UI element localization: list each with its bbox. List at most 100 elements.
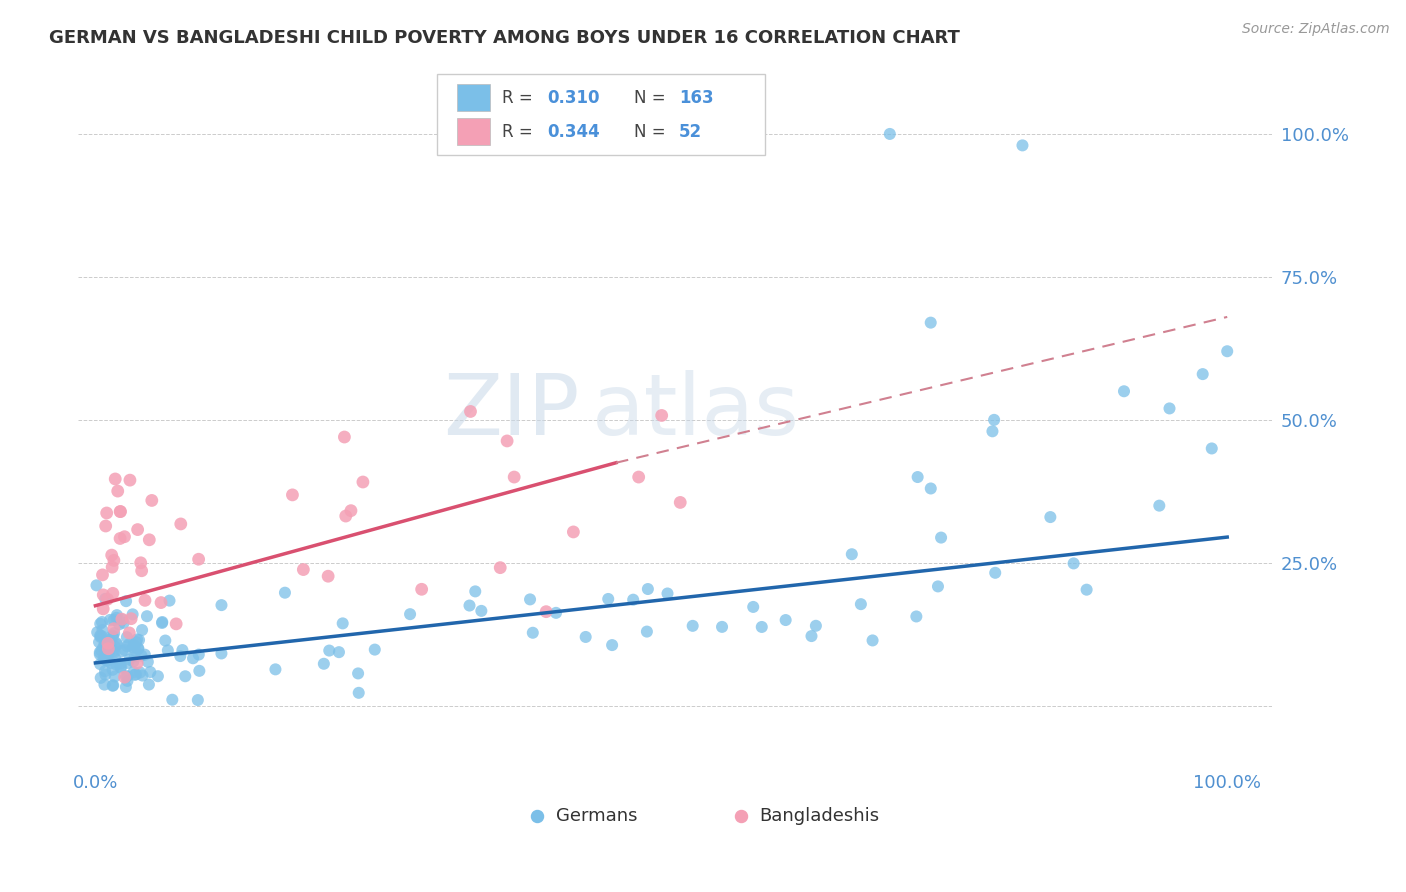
Point xyxy=(98,632,121,647)
Point xyxy=(105,611,128,625)
Point xyxy=(86,578,108,592)
Point xyxy=(169,649,191,664)
Point xyxy=(146,669,169,683)
FancyBboxPatch shape xyxy=(437,74,765,154)
Point xyxy=(105,608,128,623)
Point xyxy=(96,645,118,659)
Point xyxy=(187,552,209,566)
Point xyxy=(105,638,128,652)
Point xyxy=(1011,138,1033,153)
Point xyxy=(89,629,111,643)
Point xyxy=(335,509,357,524)
Point xyxy=(1201,442,1223,456)
Point xyxy=(96,649,118,664)
Point xyxy=(862,633,884,648)
Point xyxy=(87,635,110,649)
Point xyxy=(110,657,132,671)
Point xyxy=(131,564,153,578)
Point xyxy=(127,523,149,537)
Point xyxy=(682,619,704,633)
Point xyxy=(636,624,658,639)
Point xyxy=(174,669,197,683)
Point xyxy=(264,662,287,676)
Point xyxy=(128,632,150,647)
Point xyxy=(121,607,143,622)
Point xyxy=(156,643,179,657)
Point xyxy=(117,639,139,653)
Point xyxy=(984,566,1007,580)
Point xyxy=(103,645,125,659)
Point xyxy=(127,656,149,670)
Point xyxy=(110,659,132,673)
Point xyxy=(112,615,135,630)
Point xyxy=(114,643,136,657)
Point xyxy=(162,692,184,706)
Point xyxy=(89,645,111,659)
Point xyxy=(115,669,138,683)
Point xyxy=(562,524,585,539)
Text: atlas: atlas xyxy=(592,370,800,453)
Point xyxy=(312,657,335,671)
Point xyxy=(713,741,735,756)
Point xyxy=(120,612,142,626)
Point xyxy=(775,613,797,627)
Point xyxy=(122,638,145,652)
Point xyxy=(94,640,117,655)
Point xyxy=(627,470,650,484)
Point xyxy=(125,635,148,649)
Point xyxy=(101,679,124,693)
Point xyxy=(110,660,132,674)
FancyBboxPatch shape xyxy=(457,85,491,112)
Point xyxy=(111,612,134,626)
Point xyxy=(134,593,156,607)
Point xyxy=(138,533,160,547)
Point xyxy=(101,629,124,643)
Point xyxy=(103,678,125,692)
Text: Bangladeshis: Bangladeshis xyxy=(759,806,879,825)
Point xyxy=(209,647,232,661)
Point xyxy=(101,629,124,643)
Point xyxy=(598,591,620,606)
Point xyxy=(470,604,492,618)
Point xyxy=(108,505,131,519)
Point xyxy=(292,563,315,577)
Point xyxy=(117,656,139,670)
Point xyxy=(96,638,118,652)
Point xyxy=(907,470,929,484)
Point xyxy=(800,629,823,643)
Point xyxy=(122,665,145,680)
Point xyxy=(464,584,486,599)
Point xyxy=(108,617,131,632)
Point xyxy=(522,625,544,640)
Point xyxy=(460,404,482,418)
Point xyxy=(122,640,145,655)
Point xyxy=(97,641,120,656)
Point xyxy=(101,586,124,600)
Point xyxy=(96,654,118,668)
Point xyxy=(170,516,193,531)
Point xyxy=(114,670,136,684)
Point xyxy=(89,657,111,672)
Point xyxy=(91,623,114,637)
Text: N =: N = xyxy=(634,89,671,107)
Point xyxy=(165,616,187,631)
Point xyxy=(118,652,141,666)
Point xyxy=(150,615,173,629)
Point xyxy=(399,607,422,622)
Point xyxy=(91,588,114,602)
Point xyxy=(94,635,117,649)
Point xyxy=(131,623,153,637)
Point xyxy=(534,605,557,619)
Point xyxy=(138,677,160,691)
Point xyxy=(1191,367,1213,381)
Point xyxy=(316,569,339,583)
Point xyxy=(411,582,433,597)
Point xyxy=(89,616,111,631)
Point xyxy=(621,592,644,607)
Point xyxy=(127,632,149,647)
Point xyxy=(172,643,194,657)
Point xyxy=(100,640,122,654)
Point xyxy=(134,648,156,662)
Point xyxy=(1149,499,1171,513)
Point xyxy=(90,671,112,685)
